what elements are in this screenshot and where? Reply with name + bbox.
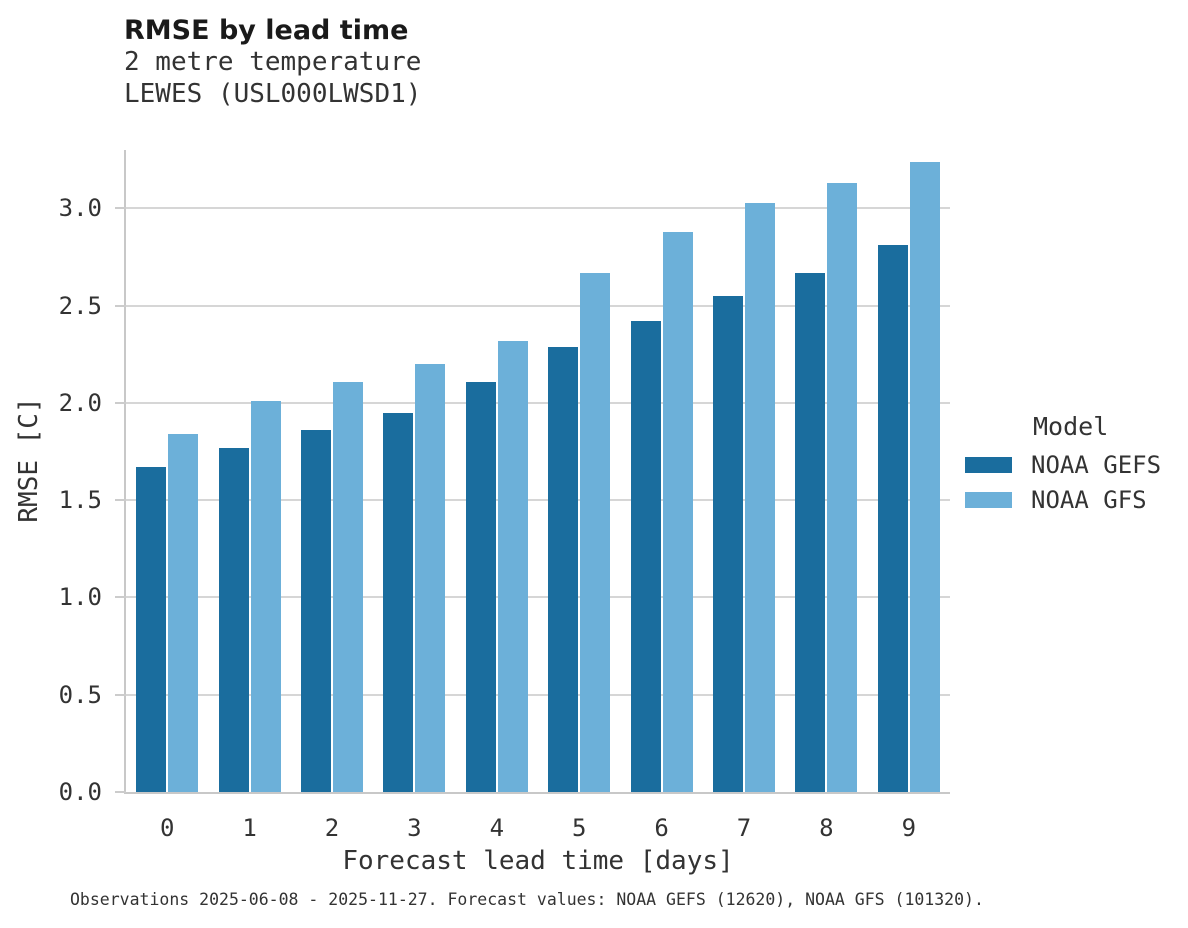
y-tick-label: 0.0 (58, 778, 102, 806)
x-axis-title: Forecast lead time [days] (342, 846, 734, 876)
bar-noaa-gfs-lead-1 (250, 400, 281, 792)
legend-item-noaa-gefs: NOAA GEFS (965, 450, 1161, 480)
x-tick-label: 8 (819, 814, 834, 842)
x-tick-label: 2 (324, 814, 340, 842)
y-tick-label: 3.0 (58, 194, 102, 223)
bar-noaa-gfs-lead-6 (662, 231, 693, 792)
y-tick-mark (115, 207, 126, 210)
y-tick-mark (115, 693, 126, 696)
bar-noaa-gfs-lead-9 (909, 161, 940, 792)
y-tick-mark (115, 596, 126, 599)
caption: Observations 2025-06-08 - 2025-11-27. Fo… (70, 890, 984, 909)
x-tick-label: 7 (736, 814, 752, 842)
y-tick-mark (115, 401, 126, 404)
bar-noaa-gefs-lead-3 (383, 412, 414, 792)
x-tick-label: 3 (407, 814, 422, 842)
x-tick-label: 0 (159, 814, 175, 842)
bar-noaa-gefs-lead-1 (218, 447, 249, 792)
x-tick-label: 1 (242, 814, 257, 842)
y-tick-mark (115, 791, 126, 793)
x-tick-label: 5 (571, 814, 587, 842)
bar-noaa-gfs-lead-5 (580, 272, 611, 792)
bar-noaa-gfs-lead-7 (745, 202, 775, 792)
legend-title: Model (1033, 412, 1109, 441)
bar-noaa-gfs-lead-8 (827, 183, 858, 792)
gridline (126, 693, 950, 696)
y-tick-label: 2.0 (58, 388, 102, 417)
bar-noaa-gefs-lead-2 (301, 430, 331, 792)
x-tick-label: 6 (654, 814, 669, 842)
bar-noaa-gefs-lead-8 (795, 272, 826, 792)
legend: Model NOAA GEFS NOAA GFS (965, 412, 1161, 520)
plot-area: Forecast lead time [days] 0.0 0.5 1.0 1.5 2.… (59, 150, 950, 876)
legend-label: NOAA GFS (1031, 486, 1147, 514)
y-tick-label: 2.5 (58, 291, 102, 320)
y-tick-label: 1.5 (58, 486, 102, 515)
bar-noaa-gefs-lead-9 (877, 245, 908, 792)
bar-noaa-gfs-lead-0 (168, 434, 199, 792)
chart-subtitle-variable: 2 metre temperature (124, 47, 422, 77)
legend-swatch-noaa-gefs (965, 457, 1012, 473)
bar-noaa-gfs-lead-3 (415, 364, 446, 792)
bar-noaa-gefs-lead-7 (713, 295, 743, 792)
bar-noaa-gefs-lead-4 (465, 381, 496, 792)
bar-noaa-gfs-lead-2 (333, 381, 363, 792)
legend-item-noaa-gfs: NOAA GFS (965, 485, 1161, 515)
x-tick-label: 9 (901, 814, 917, 842)
gridline (126, 207, 950, 210)
y-tick-mark (115, 499, 126, 502)
bar-noaa-gfs-lead-4 (497, 340, 528, 792)
y-tick-label: 1.0 (58, 583, 102, 612)
y-tick-mark (115, 304, 126, 307)
x-tick-label: 4 (489, 814, 505, 842)
gridline (126, 304, 950, 307)
bar-noaa-gefs-lead-0 (136, 467, 167, 792)
legend-label: NOAA GEFS (1031, 451, 1162, 479)
chart-title: RMSE by lead time (124, 15, 409, 46)
bar-noaa-gefs-lead-6 (630, 321, 661, 792)
gridline (126, 596, 950, 599)
chart-subtitle-station: LEWES (USL000LWSD1) (124, 79, 422, 109)
chart-header: RMSE by lead time 2 metre temperature LE… (124, 16, 421, 110)
gridline (126, 401, 950, 404)
legend-swatch-noaa-gfs (965, 492, 1012, 508)
gridline (126, 499, 950, 502)
y-tick-label: 0.5 (58, 680, 102, 709)
bar-noaa-gefs-lead-5 (548, 346, 579, 792)
